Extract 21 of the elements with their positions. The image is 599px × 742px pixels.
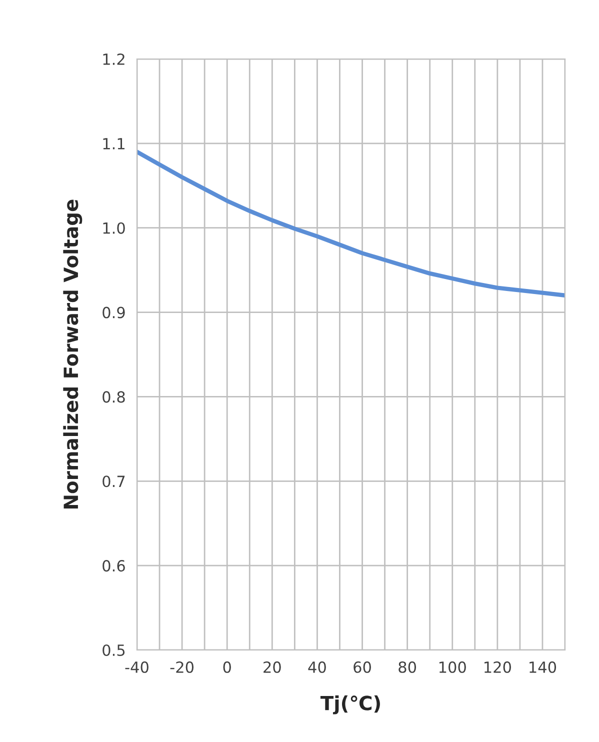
- y-tick-label: 0.6: [102, 560, 125, 572]
- x-tick-label: 140: [530, 661, 556, 673]
- y-tick-label: 0.9: [102, 306, 125, 318]
- x-tick-label: 60: [354, 661, 371, 673]
- y-tick-label: 0.5: [102, 644, 125, 656]
- x-tick-label: -20: [170, 661, 194, 673]
- x-axis-title: Tj(℃): [320, 695, 380, 714]
- x-tick-label: 100: [439, 661, 466, 673]
- x-tick-label: 0: [223, 661, 231, 673]
- x-tick-label: 40: [308, 661, 326, 673]
- x-tick-label: -40: [125, 661, 148, 673]
- x-tick-label: 20: [264, 661, 281, 673]
- x-tick-label: 120: [484, 661, 511, 673]
- y-tick-label: 1.2: [103, 53, 124, 65]
- y-axis-title: Normalized Forward Voltage: [63, 200, 82, 508]
- y-tick-label: 1.1: [103, 138, 124, 150]
- y-tick-label: 1.0: [103, 222, 125, 234]
- y-tick-label: 0.7: [102, 476, 125, 488]
- y-tick-label: 0.8: [102, 391, 125, 403]
- line-series: [137, 150, 565, 298]
- x-tick-label: 80: [398, 661, 416, 673]
